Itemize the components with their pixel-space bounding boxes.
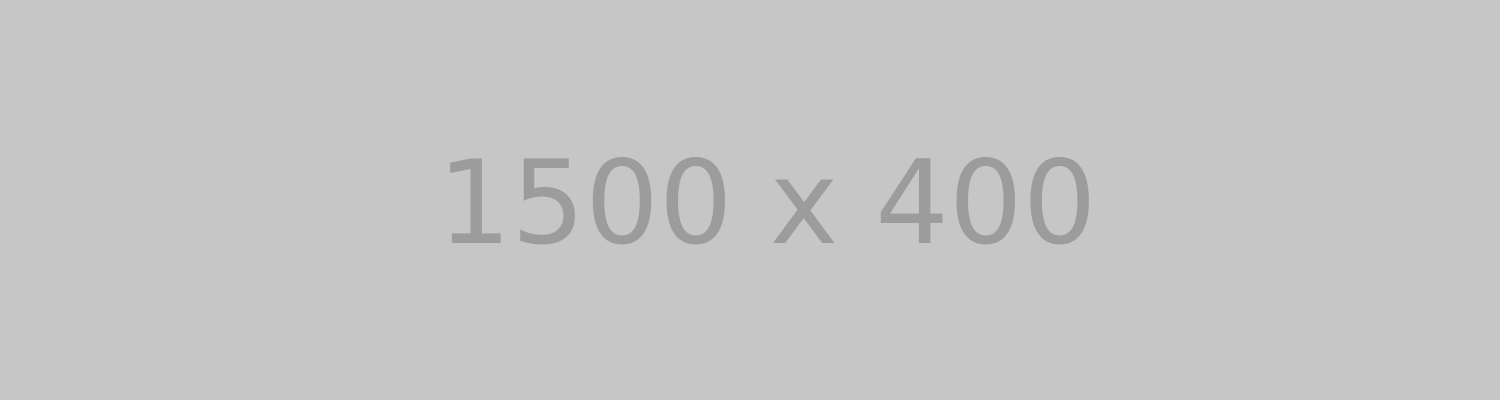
dimension-label: 1500 x 400 — [437, 136, 1097, 271]
